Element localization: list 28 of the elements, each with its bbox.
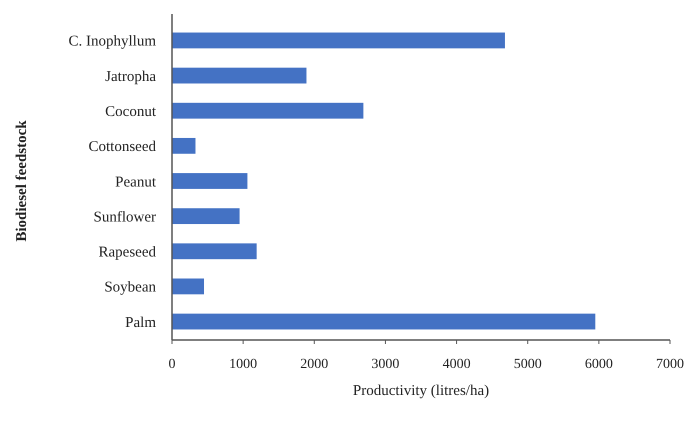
y-tick-label: Cottonseed [88, 139, 156, 156]
y-tick-label: Soybean [104, 280, 156, 296]
bar [172, 278, 204, 294]
x-tick-label: 7000 [656, 357, 684, 372]
bar [172, 208, 240, 224]
y-tick-label: C. Inophyllum [68, 34, 156, 50]
x-tick-label: 3000 [371, 357, 400, 372]
bar [172, 173, 248, 189]
bar [172, 102, 364, 119]
bar [172, 314, 596, 330]
y-tick-label: Jatropha [105, 68, 156, 85]
x-axis-title: Productivity (litres/ha) [352, 383, 490, 399]
y-axis-title: Biodiesel feedstock [14, 120, 30, 242]
bar [172, 32, 505, 48]
x-tick-label: 1000 [229, 357, 258, 372]
y-tick-label: Peanut [115, 174, 157, 190]
bar [172, 138, 196, 154]
y-tick-label: Rapeseed [98, 244, 156, 261]
bar [172, 243, 257, 260]
x-tick-label: 6000 [584, 357, 613, 372]
x-tick-label: 2000 [300, 357, 328, 372]
y-tick-label: Coconut [105, 104, 157, 120]
x-tick-label: 4000 [442, 357, 471, 372]
bar [172, 68, 306, 84]
x-tick-label: 0 [168, 357, 176, 372]
y-tick-label: Sunflower [94, 209, 156, 226]
y-tick-label: Palm [125, 314, 156, 331]
x-tick-label: 5000 [514, 357, 542, 372]
